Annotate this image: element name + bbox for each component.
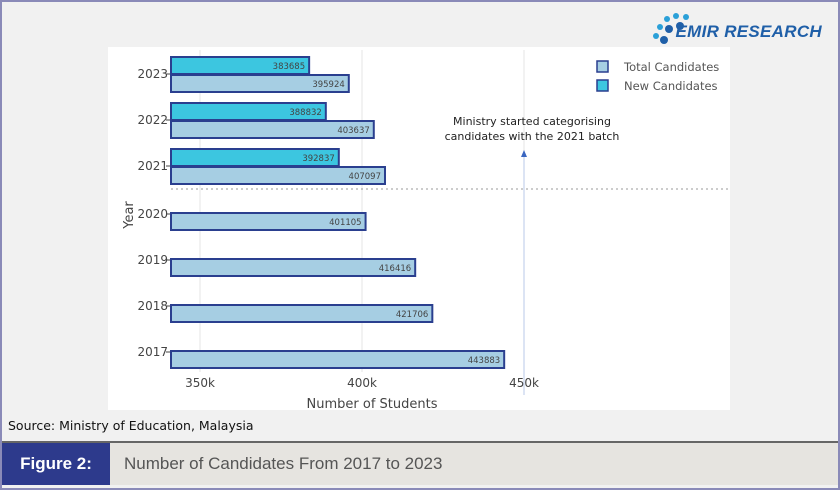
legend-swatch-1 (596, 79, 609, 92)
arrow-up-icon (521, 150, 527, 157)
source-note: Source: Ministry of Education, Malaysia (8, 418, 254, 433)
x-tick-label: 400k (347, 376, 377, 390)
data-label: 388832 (289, 108, 321, 118)
x-tick-label: 350k (185, 376, 215, 390)
data-label: 421706 (396, 310, 428, 320)
data-label: 392837 (302, 154, 334, 164)
y-tick-label: 2021 (137, 159, 168, 173)
data-label: 407097 (349, 172, 381, 182)
y-axis-label: Year (122, 201, 137, 230)
data-label: 416416 (379, 264, 411, 274)
y-tick-label: 2022 (137, 113, 168, 127)
bar-new-2023 (170, 56, 311, 75)
annotation-text: Ministry started categorising (453, 115, 611, 128)
legend-label: Total Candidates (623, 60, 719, 74)
y-tick-label: 2017 (137, 345, 168, 359)
emir-research-logo (636, 10, 826, 50)
figure-label: Figure 2: (2, 443, 110, 485)
data-label: 383685 (273, 62, 305, 72)
y-tick-label: 2023 (137, 67, 168, 81)
figure-title: Number of Candidates From 2017 to 2023 (124, 454, 443, 473)
data-label: 401105 (329, 218, 361, 228)
y-tick-label: 2020 (137, 207, 168, 221)
bar-new-2021 (170, 148, 340, 167)
data-label: 443883 (468, 356, 500, 366)
figure-caption-bar: Figure 2: Number of Candidates From 2017… (2, 443, 838, 485)
logo-text: EMIR RESEARCH (675, 22, 822, 41)
bar-total-2019 (170, 258, 417, 277)
bar-new-2022 (170, 102, 327, 121)
y-tick-label: 2019 (137, 253, 168, 267)
legend-label: New Candidates (624, 79, 718, 93)
legend-swatch-0 (596, 60, 609, 73)
data-label: 395924 (312, 80, 344, 90)
bar-total-2018 (170, 304, 434, 323)
logo-dots-icon (653, 13, 689, 44)
x-axis-label: Number of Students (307, 397, 438, 412)
annotation-text: candidates with the 2021 batch (445, 130, 620, 143)
bar-total-2017 (170, 350, 506, 369)
y-tick-label: 2018 (137, 299, 168, 313)
data-label: 403637 (337, 126, 369, 136)
divider (2, 441, 838, 443)
bar-total-2020 (170, 212, 367, 231)
